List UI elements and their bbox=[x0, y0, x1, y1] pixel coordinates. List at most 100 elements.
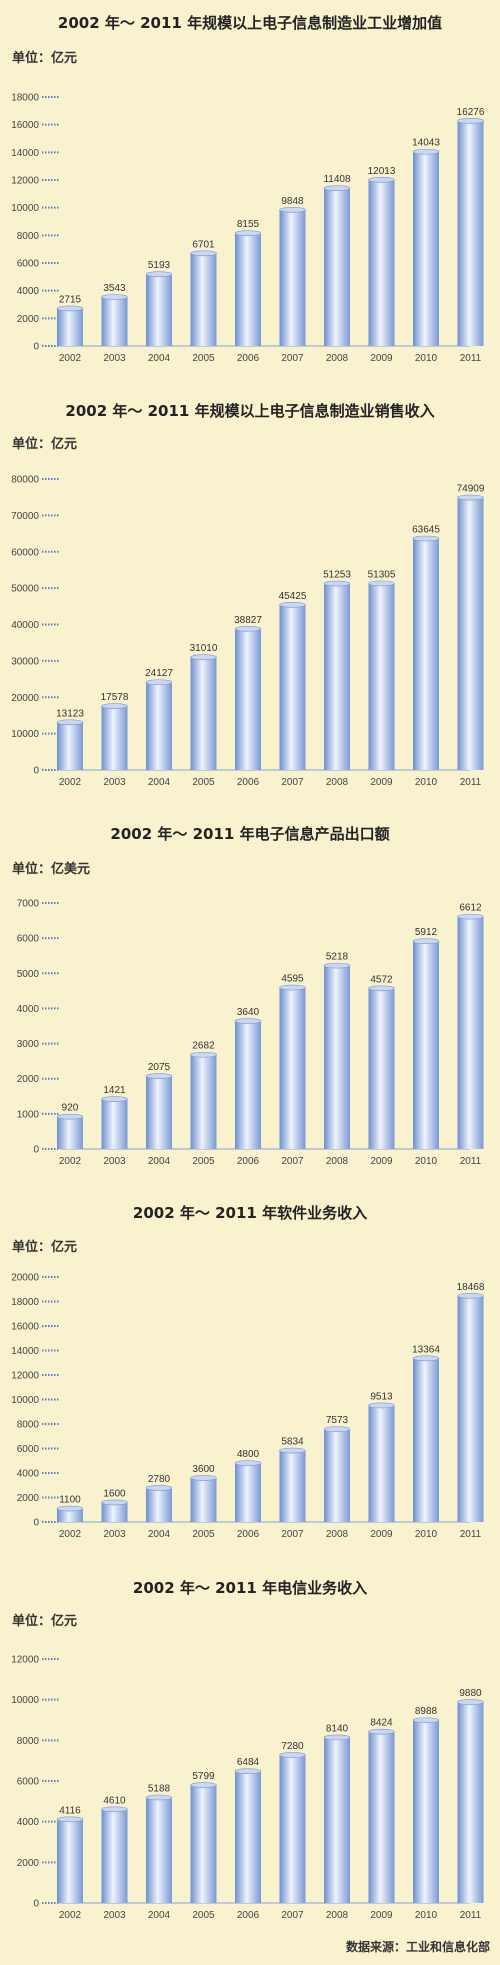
bar-cap bbox=[234, 1018, 262, 1024]
x-tick-label: 2010 bbox=[415, 777, 438, 788]
bar bbox=[235, 233, 261, 346]
y-tick-label: 14000 bbox=[11, 1346, 39, 1357]
data-label: 74909 bbox=[457, 484, 485, 495]
x-tick-label: 2011 bbox=[460, 1910, 482, 1921]
x-tick-label: 2007 bbox=[281, 777, 304, 788]
data-label: 11408 bbox=[323, 174, 351, 185]
data-label: 1600 bbox=[103, 1488, 126, 1499]
x-tick-label: 2009 bbox=[370, 1156, 393, 1167]
data-label: 4595 bbox=[281, 974, 304, 985]
bar-cap bbox=[56, 1505, 84, 1512]
bar bbox=[146, 1076, 172, 1149]
y-tick-label: 18000 bbox=[11, 1297, 39, 1308]
chart-title: 2002 年～ 2011 年规模以上电子信息制造业工业增加值 bbox=[58, 14, 442, 32]
y-tick-label: 16000 bbox=[11, 120, 39, 131]
y-tick-label: 10000 bbox=[11, 1695, 39, 1706]
x-tick-label: 2011 bbox=[460, 1156, 482, 1167]
bar-cap bbox=[368, 177, 395, 183]
bar bbox=[235, 1463, 261, 1522]
bar-cap bbox=[101, 703, 128, 709]
x-tick-label: 2011 bbox=[460, 777, 482, 788]
y-tick-label: 4000 bbox=[17, 1817, 40, 1828]
bar-cap bbox=[279, 206, 306, 213]
y-tick-label: 30000 bbox=[11, 656, 39, 667]
bar-cap bbox=[279, 1447, 306, 1454]
bar-cap bbox=[457, 1699, 484, 1705]
bar bbox=[324, 583, 350, 770]
data-label: 4116 bbox=[59, 1805, 81, 1816]
bar bbox=[57, 1508, 83, 1522]
chart-title: 2002 年～ 2011 年规模以上电子信息制造业销售收入 bbox=[65, 402, 434, 420]
x-tick-label: 2002 bbox=[59, 777, 82, 788]
bar bbox=[146, 682, 172, 770]
data-label: 7280 bbox=[281, 1741, 304, 1752]
data-label: 31010 bbox=[190, 643, 218, 654]
x-tick-label: 2003 bbox=[103, 777, 126, 788]
y-tick-label: 10000 bbox=[11, 729, 39, 740]
bar bbox=[57, 1819, 83, 1903]
x-tick-label: 2004 bbox=[148, 1156, 171, 1167]
chart-title: 2002 年～ 2011 年软件业务收入 bbox=[133, 1204, 367, 1222]
x-tick-label: 2006 bbox=[237, 1156, 260, 1167]
x-tick-label: 2006 bbox=[237, 777, 260, 788]
bar bbox=[324, 1429, 350, 1522]
data-label: 1100 bbox=[59, 1495, 81, 1506]
x-tick-label: 2002 bbox=[59, 1156, 82, 1167]
x-tick-label: 2002 bbox=[59, 1910, 82, 1921]
bar-cap bbox=[368, 1402, 395, 1409]
bar bbox=[279, 987, 306, 1149]
bar bbox=[190, 1785, 217, 1903]
data-label: 7573 bbox=[326, 1415, 349, 1426]
bar-cap bbox=[190, 250, 217, 257]
data-label: 1421 bbox=[103, 1085, 126, 1096]
bar-cap bbox=[101, 1096, 128, 1102]
bar bbox=[190, 1054, 217, 1149]
y-tick-label: 12000 bbox=[11, 176, 39, 187]
bar-cap bbox=[457, 494, 484, 501]
bar bbox=[235, 628, 261, 770]
x-tick-label: 2006 bbox=[237, 1910, 260, 1921]
data-label: 5218 bbox=[326, 952, 349, 963]
bar-cap bbox=[145, 1485, 173, 1491]
data-label: 9880 bbox=[459, 1688, 482, 1699]
x-tick-label: 2005 bbox=[192, 353, 215, 364]
bar bbox=[101, 1809, 128, 1903]
bar bbox=[101, 706, 128, 770]
bar-cap bbox=[279, 1752, 306, 1758]
y-tick-label: 40000 bbox=[11, 620, 39, 631]
y-tick-label: 2000 bbox=[17, 1858, 40, 1869]
y-tick-label: 8000 bbox=[17, 1420, 40, 1431]
bar bbox=[457, 1295, 484, 1522]
data-label: 6701 bbox=[192, 239, 215, 250]
data-label: 4572 bbox=[370, 974, 393, 985]
y-tick-label: 20000 bbox=[11, 1273, 39, 1284]
bar bbox=[324, 188, 350, 346]
bar bbox=[101, 1502, 128, 1522]
data-label: 8155 bbox=[237, 219, 260, 230]
data-label: 3543 bbox=[103, 283, 126, 294]
bar bbox=[235, 1771, 261, 1903]
data-label: 5799 bbox=[192, 1771, 215, 1782]
bar-cap bbox=[323, 1734, 351, 1741]
y-tick-label: 70000 bbox=[11, 511, 39, 522]
bar-cap bbox=[323, 185, 351, 191]
y-tick-label: 16000 bbox=[11, 1322, 39, 1333]
data-label: 5193 bbox=[148, 260, 171, 271]
bar bbox=[279, 604, 306, 770]
bar bbox=[368, 988, 395, 1149]
data-label: 9513 bbox=[370, 1391, 393, 1402]
bar-cap bbox=[323, 580, 351, 587]
bar bbox=[413, 1720, 439, 1903]
y-tick-label: 2000 bbox=[17, 1493, 40, 1504]
data-label: 63645 bbox=[412, 524, 440, 535]
x-tick-label: 2003 bbox=[103, 1529, 126, 1540]
x-tick-label: 2004 bbox=[148, 1529, 171, 1540]
bar-cap bbox=[56, 1816, 84, 1823]
bar-cap bbox=[56, 305, 84, 312]
y-tick-label: 60000 bbox=[11, 547, 39, 558]
x-tick-label: 2008 bbox=[326, 777, 349, 788]
data-label: 14043 bbox=[412, 138, 440, 149]
bar-cap bbox=[323, 1426, 351, 1433]
x-tick-label: 2005 bbox=[192, 1529, 215, 1540]
